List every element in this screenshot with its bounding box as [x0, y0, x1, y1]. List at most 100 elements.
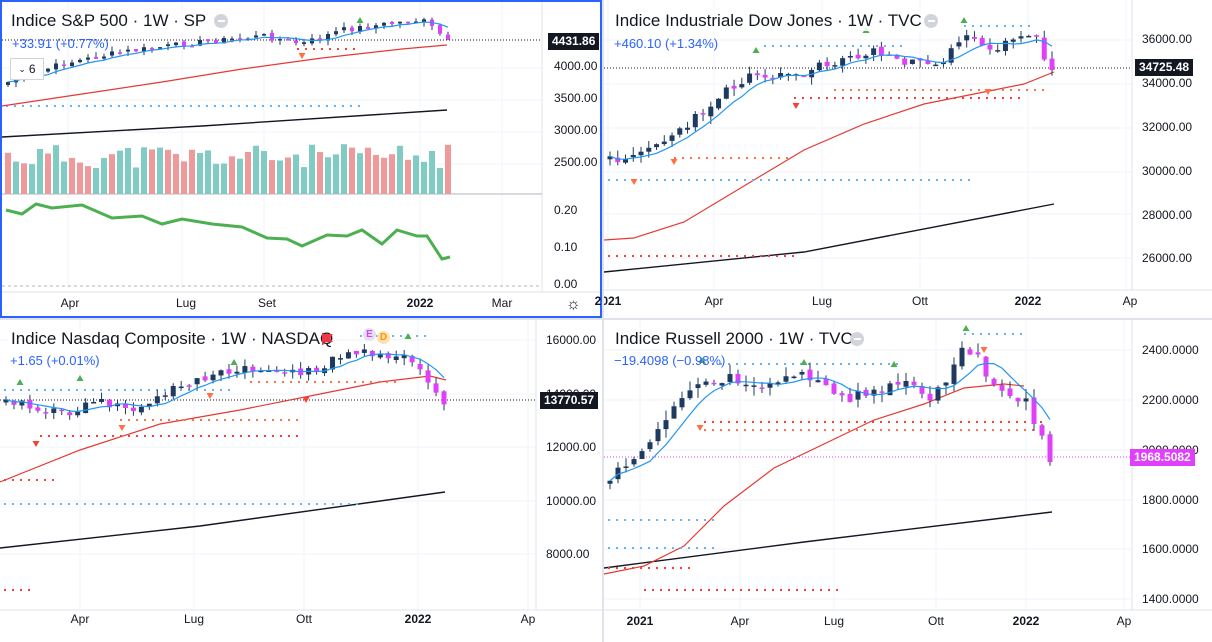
- down-arrow-marker: [302, 397, 310, 403]
- ma-fast-line: [609, 39, 1053, 160]
- candle-body: [824, 61, 830, 67]
- up-arrow-marker: [960, 17, 968, 23]
- dividend-badge[interactable]: D: [377, 331, 390, 344]
- candle-body: [250, 366, 256, 372]
- dow-jones-candles: [607, 29, 1055, 166]
- earnings-e-icon[interactable]: E: [363, 328, 376, 341]
- date-tick-label: 2021: [595, 294, 622, 308]
- candle-body: [654, 144, 660, 148]
- volume-bar: [237, 158, 243, 194]
- down-arrow-marker: [32, 441, 40, 447]
- dow-jones-collapse-icon[interactable]: [924, 14, 938, 28]
- chart-pane-russell[interactable]: 2400.00002200.00002000.00001800.00001600…: [603, 320, 1212, 642]
- sp500-chart-canvas[interactable]: 4000.00 3500.00 3000.00 2500.00 0.20 0.10 0.00…: [1, 2, 600, 316]
- volume-bar: [285, 157, 291, 194]
- candle-body: [278, 39, 282, 41]
- flag-icon[interactable]: [322, 333, 334, 345]
- candle-body: [75, 411, 81, 416]
- candle-body: [809, 69, 815, 78]
- candle-body: [687, 390, 693, 399]
- up-arrow-marker: [698, 357, 706, 363]
- candle-body: [1015, 397, 1021, 402]
- volume-bar: [437, 167, 443, 194]
- candle-body: [801, 75, 807, 77]
- candle-body: [839, 393, 845, 396]
- volume-bar: [333, 154, 339, 194]
- candle-body: [807, 369, 813, 381]
- date-tick-label: Apr: [705, 294, 724, 308]
- price-tick-label: 2500.00: [554, 155, 598, 169]
- candle-body: [863, 389, 869, 396]
- candle-body: [1039, 425, 1045, 436]
- candle-body: [11, 400, 17, 405]
- date-tick-label: Ap: [521, 612, 536, 626]
- sp500-collapse-icon[interactable]: [214, 14, 228, 28]
- date-tick-label: Lug: [184, 612, 204, 626]
- dow-jones-title: Indice Industriale Dow Jones · 1W · TVC: [612, 11, 925, 31]
- candle-body: [943, 382, 949, 386]
- pane-separator-vertical[interactable]: [602, 0, 604, 642]
- candle-body: [425, 370, 431, 383]
- candle-body: [401, 354, 407, 359]
- date-tick-label: 2022: [1015, 294, 1042, 308]
- volume-bar: [445, 144, 451, 194]
- candle-body: [847, 393, 853, 402]
- candle-body: [326, 34, 330, 41]
- candle-body: [646, 147, 652, 152]
- candle-body: [719, 383, 725, 386]
- chart-pane-dow-jones[interactable]: 36000.00 34000.00 32000.00 30000.00 28000.00…: [595, 0, 1212, 318]
- candle-body: [190, 45, 194, 48]
- pane-separator-horizontal[interactable]: [0, 318, 1212, 320]
- candle-body: [647, 442, 653, 450]
- date-tick-label: 2022: [407, 296, 434, 310]
- price-tick-label: 28000.00: [1142, 208, 1192, 222]
- candle-body: [607, 156, 613, 160]
- russell-change: −19.4098 (−0.98%): [614, 353, 726, 368]
- nasdaq-chart-canvas[interactable]: 16000.0014000.0012000.0010000.008000.00A…: [0, 320, 602, 642]
- candle-body: [70, 62, 74, 67]
- indicator-tick-label: 0.10: [554, 240, 578, 254]
- volume-bar: [101, 157, 107, 194]
- candle-body: [823, 378, 829, 386]
- price-tick-label: 8000.00: [546, 547, 590, 561]
- volume-bar: [365, 147, 371, 194]
- candle-body: [1018, 36, 1024, 39]
- candle-body: [615, 157, 621, 163]
- candle-body: [983, 356, 989, 377]
- candle-body: [158, 47, 162, 49]
- candle-body: [334, 31, 338, 35]
- candle-body: [767, 383, 773, 388]
- volume-bar: [381, 157, 387, 194]
- candle-body: [623, 158, 629, 163]
- candle-body: [669, 135, 675, 141]
- candle-body: [150, 48, 154, 50]
- nasdaq-title: Indice Nasdaq Composite · 1W · NASDAQ: [8, 329, 337, 349]
- candle-body: [785, 73, 791, 76]
- down-arrow-marker: [298, 53, 306, 59]
- candle-body: [816, 62, 822, 71]
- candle-body: [791, 376, 797, 379]
- candle-body: [935, 387, 941, 401]
- candle-body: [230, 38, 234, 41]
- sp500-level-badge[interactable]: ⌄ 6: [10, 58, 44, 80]
- candle-body: [382, 22, 386, 26]
- dow-jones-chart-canvas[interactable]: 36000.00 34000.00 32000.00 30000.00 28000.00…: [595, 0, 1212, 318]
- ma-fast-line: [609, 362, 1051, 482]
- gear-icon[interactable]: ☼: [566, 296, 581, 313]
- candle-body: [369, 351, 375, 357]
- chart-pane-sp500[interactable]: 4000.00 3500.00 3000.00 2500.00 0.20 0.10 0.00…: [0, 0, 602, 318]
- date-tick-label: Lug: [812, 294, 832, 308]
- russell-collapse-icon[interactable]: [850, 332, 864, 346]
- volume-bar: [157, 147, 163, 194]
- chart-pane-nasdaq[interactable]: 16000.0014000.0012000.0010000.008000.00A…: [0, 320, 602, 642]
- candle-body: [661, 141, 667, 145]
- price-tick-label: 26000.00: [1142, 251, 1192, 265]
- candle-body: [374, 25, 378, 29]
- volume-bar: [389, 154, 395, 194]
- russell-chart-canvas[interactable]: 2400.00002200.00002000.00001800.00001600…: [603, 320, 1212, 642]
- candle-body: [871, 389, 877, 396]
- candle-body: [162, 395, 168, 397]
- candle-body: [623, 466, 629, 468]
- date-tick-label: 2022: [1013, 614, 1040, 628]
- volume-bar: [141, 147, 147, 194]
